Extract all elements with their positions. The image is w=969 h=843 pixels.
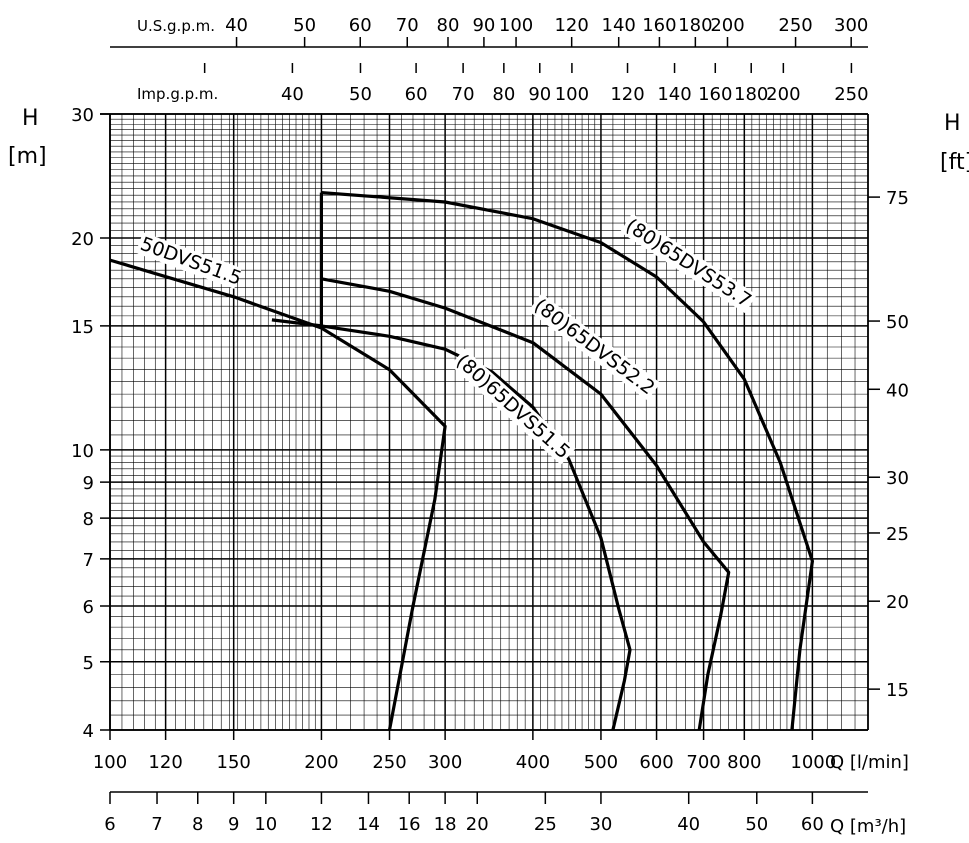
m3h-tick-label: 18 [434, 814, 457, 835]
x-tick-label: 100 [93, 752, 127, 773]
usgpm-tick-label: 50 [293, 15, 316, 36]
usgpm-tick-label: 60 [349, 15, 372, 36]
y-axis-right-title: H [944, 111, 961, 136]
ft-tick-label: 75 [886, 188, 909, 209]
ft-tick-label: 50 [886, 312, 909, 333]
m3h-tick-label: 8 [192, 814, 203, 835]
m3h-tick-label: 10 [254, 814, 277, 835]
y-axis-left-title: H [22, 106, 39, 131]
x-tick-label: 200 [304, 752, 338, 773]
ft-tick-label: 20 [886, 592, 909, 613]
curve-label-backdrop [135, 232, 242, 289]
series-line [321, 277, 731, 731]
m3h-tick-label: 40 [677, 814, 700, 835]
usgpm-tick-label: 300 [834, 15, 868, 36]
impgpm-tick-label: 50 [349, 84, 372, 105]
curve-label-group: 50DVS51.5 [135, 232, 244, 290]
curve-label-backdrop [450, 348, 576, 465]
x-axis-lmin-label: Q [l/min] [830, 752, 909, 773]
ft-tick-label: 15 [886, 680, 909, 701]
curve-label: (80)65DVS51.5 [452, 350, 574, 463]
y-axis-left-unit: [m] [8, 144, 47, 169]
m3h-tick-label: 25 [534, 814, 557, 835]
impgpm-tick-label: 250 [834, 84, 868, 105]
usgpm-tick-label: 40 [225, 15, 248, 36]
y-tick-label: 10 [71, 441, 94, 462]
m3h-tick-label: 12 [310, 814, 333, 835]
impgpm-tick-label: 90 [528, 84, 551, 105]
usgpm-tick-label: 160 [642, 15, 676, 36]
y-tick-label: 30 [71, 105, 94, 126]
impgpm-tick-label: 180 [734, 84, 768, 105]
curves: 50DVS51.5(80)65DVS51.5(80)65DVS52.2(80)6… [109, 191, 815, 731]
curve-label: (80)65DVS53.7 [622, 215, 755, 312]
impgpm-tick-label: 80 [492, 84, 515, 105]
usgpm-tick-label: 140 [602, 15, 636, 36]
m3h-tick-label: 50 [745, 814, 768, 835]
m3h-tick-label: 20 [466, 814, 489, 835]
x-tick-label: 300 [428, 752, 462, 773]
usgpm-tick-label: 70 [396, 15, 419, 36]
curve-label-backdrop [528, 293, 661, 401]
impgpm-tick-label: 100 [555, 84, 589, 105]
y-tick-label: 5 [83, 653, 94, 674]
impgpm-tick-label: 200 [766, 84, 800, 105]
ft-tick-label: 40 [886, 380, 909, 401]
x-tick-label: 250 [372, 752, 406, 773]
usgpm-tick-label: 120 [554, 15, 588, 36]
x-axis-m3h-label: Q [m³/h] [830, 816, 906, 837]
usgpm-tick-label: 80 [437, 15, 460, 36]
x-tick-label: 700 [686, 752, 720, 773]
y-tick-label: 8 [83, 509, 94, 530]
x-tick-label: 1000 [790, 752, 836, 773]
usgpm-tick-label: 90 [472, 15, 495, 36]
impgpm-tick-label: 40 [281, 84, 304, 105]
impgpm-tick-label: 120 [610, 84, 644, 105]
grid [100, 113, 869, 740]
usgpm-tick-label: 100 [499, 15, 533, 36]
m3h-tick-label: 30 [589, 814, 612, 835]
usgpm-axis-label: U.S.g.p.m. [137, 17, 215, 35]
y-axis-right-unit: [ft] [940, 150, 969, 175]
y-tick-label: 9 [83, 473, 94, 494]
impgpm-tick-label: 70 [452, 84, 475, 105]
usgpm-tick-label: 200 [710, 15, 744, 36]
series-line [109, 258, 447, 731]
impgpm-tick-label: 60 [405, 84, 428, 105]
series-line [321, 191, 815, 731]
ft-tick-label: 30 [886, 468, 909, 489]
y-tick-label: 15 [71, 317, 94, 338]
curve-label-group: (80)65DVS51.5 [450, 348, 576, 465]
curve-label-backdrop [619, 213, 757, 314]
usgpm-tick-label: 180 [678, 15, 712, 36]
impgpm-tick-label: 160 [698, 84, 732, 105]
m3h-tick-label: 9 [228, 814, 239, 835]
x-tick-label: 150 [217, 752, 251, 773]
impgpm-axis-label: Imp.g.p.m. [137, 85, 218, 103]
x-tick-label: 800 [727, 752, 761, 773]
y-tick-label: 4 [83, 721, 94, 742]
y-tick-label: 7 [83, 550, 94, 571]
curve-label: 50DVS51.5 [137, 233, 244, 290]
x-tick-label: 120 [148, 752, 182, 773]
ft-tick-label: 25 [886, 524, 909, 545]
usgpm-tick-label: 250 [778, 15, 812, 36]
x-tick-label: 400 [516, 752, 550, 773]
y-tick-label: 6 [83, 597, 94, 618]
m3h-tick-label: 14 [357, 814, 380, 835]
m3h-tick-label: 6 [104, 814, 115, 835]
y-tick-label: 20 [71, 229, 94, 250]
x-tick-label: 600 [639, 752, 673, 773]
m3h-tick-label: 7 [151, 814, 162, 835]
axes: 4 5 6 7 8 9 10 15 20 30 100 120 150 200 250 300 400 500 60… [71, 15, 909, 835]
m3h-tick-label: 16 [398, 814, 421, 835]
m3h-tick-label: 60 [801, 814, 824, 835]
impgpm-tick-label: 140 [657, 84, 691, 105]
x-tick-label: 500 [584, 752, 618, 773]
